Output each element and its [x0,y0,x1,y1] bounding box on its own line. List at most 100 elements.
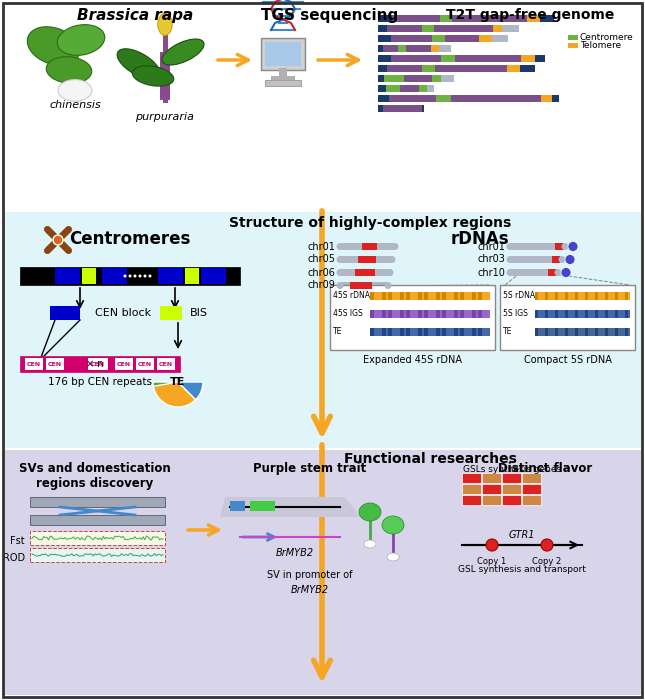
Bar [370,310,374,318]
Text: chr01: chr01 [307,241,335,251]
Bar [330,285,495,350]
Bar [460,292,464,300]
Text: Telomere: Telomere [580,41,621,50]
Bar [20,356,180,372]
Bar [605,310,608,318]
Bar [160,52,170,100]
Bar [424,328,428,336]
Bar [472,328,476,336]
Text: TE: TE [503,328,512,337]
Bar [441,75,454,82]
Ellipse shape [359,503,381,521]
Bar [400,310,404,318]
Bar [250,501,275,511]
Text: CEN: CEN [48,361,62,367]
Bar [265,42,301,66]
Bar [427,85,434,92]
Bar [406,310,410,318]
Bar [400,328,404,336]
Bar [158,268,183,284]
Bar [462,495,481,505]
Text: purpuraria: purpuraria [135,112,195,122]
Bar [615,328,618,336]
Text: Distinct flavor: Distinct flavor [498,462,592,475]
Ellipse shape [387,553,399,561]
Bar [157,358,175,370]
Bar [370,310,490,318]
Text: Centromeres: Centromeres [69,230,191,248]
Bar [30,497,165,507]
Text: Purple stem trait: Purple stem trait [253,462,366,475]
Bar [585,328,588,336]
Bar [575,292,578,300]
Bar [535,292,630,300]
Circle shape [337,269,344,276]
Bar [450,95,541,102]
Bar [540,15,554,22]
Text: 45S IGS: 45S IGS [333,309,362,318]
Bar [535,55,544,62]
Bar [439,15,451,22]
Bar [378,65,388,72]
Text: chr01: chr01 [477,241,505,251]
Text: CEN: CEN [159,361,173,367]
Bar [502,495,521,505]
Text: SV in promoter of: SV in promoter of [267,570,353,580]
Text: CEN: CEN [91,361,105,367]
Bar [261,38,305,70]
Bar [507,65,519,72]
Text: SVs and domestication
regions discovery: SVs and domestication regions discovery [19,462,171,490]
Text: Fst: Fst [10,536,25,546]
Bar [370,328,490,336]
Bar [340,243,395,250]
Circle shape [506,269,513,276]
Bar [552,256,560,263]
Bar [565,328,568,336]
Bar [350,282,372,289]
Ellipse shape [58,80,92,101]
Bar [370,328,374,336]
Ellipse shape [364,540,376,548]
Bar [442,292,446,300]
Bar [399,45,406,52]
Bar [378,25,387,32]
Bar [595,310,598,318]
Text: GSLs synthesis genes: GSLs synthesis genes [463,465,561,474]
Text: Brassica rapa: Brassica rapa [77,8,193,23]
Bar [378,15,392,22]
Bar [382,105,422,112]
Bar [575,328,578,336]
Bar [460,310,464,318]
Circle shape [143,274,146,277]
Bar [454,328,458,336]
Text: Compact 5S rDNA: Compact 5S rDNA [524,355,611,365]
Bar [441,55,455,62]
Bar [510,243,565,250]
Bar [435,65,507,72]
Bar [442,310,446,318]
Bar [378,105,382,112]
Bar [20,267,240,285]
Circle shape [568,241,578,251]
Bar [451,15,528,22]
Wedge shape [178,382,203,400]
Text: chinensis: chinensis [49,100,101,110]
Bar [502,25,519,32]
Bar [555,243,563,250]
Bar [378,35,391,42]
Bar [388,310,392,318]
Bar [478,292,482,300]
Wedge shape [153,382,195,407]
Ellipse shape [158,13,172,35]
Bar [482,473,501,483]
Bar [136,358,154,370]
Bar [279,68,287,78]
Bar [201,268,226,284]
Bar [510,256,562,263]
Bar [419,85,427,92]
Bar [340,282,388,289]
Bar [565,292,568,300]
Bar [565,310,568,318]
Circle shape [486,539,498,551]
Text: rDNAs: rDNAs [451,230,510,248]
